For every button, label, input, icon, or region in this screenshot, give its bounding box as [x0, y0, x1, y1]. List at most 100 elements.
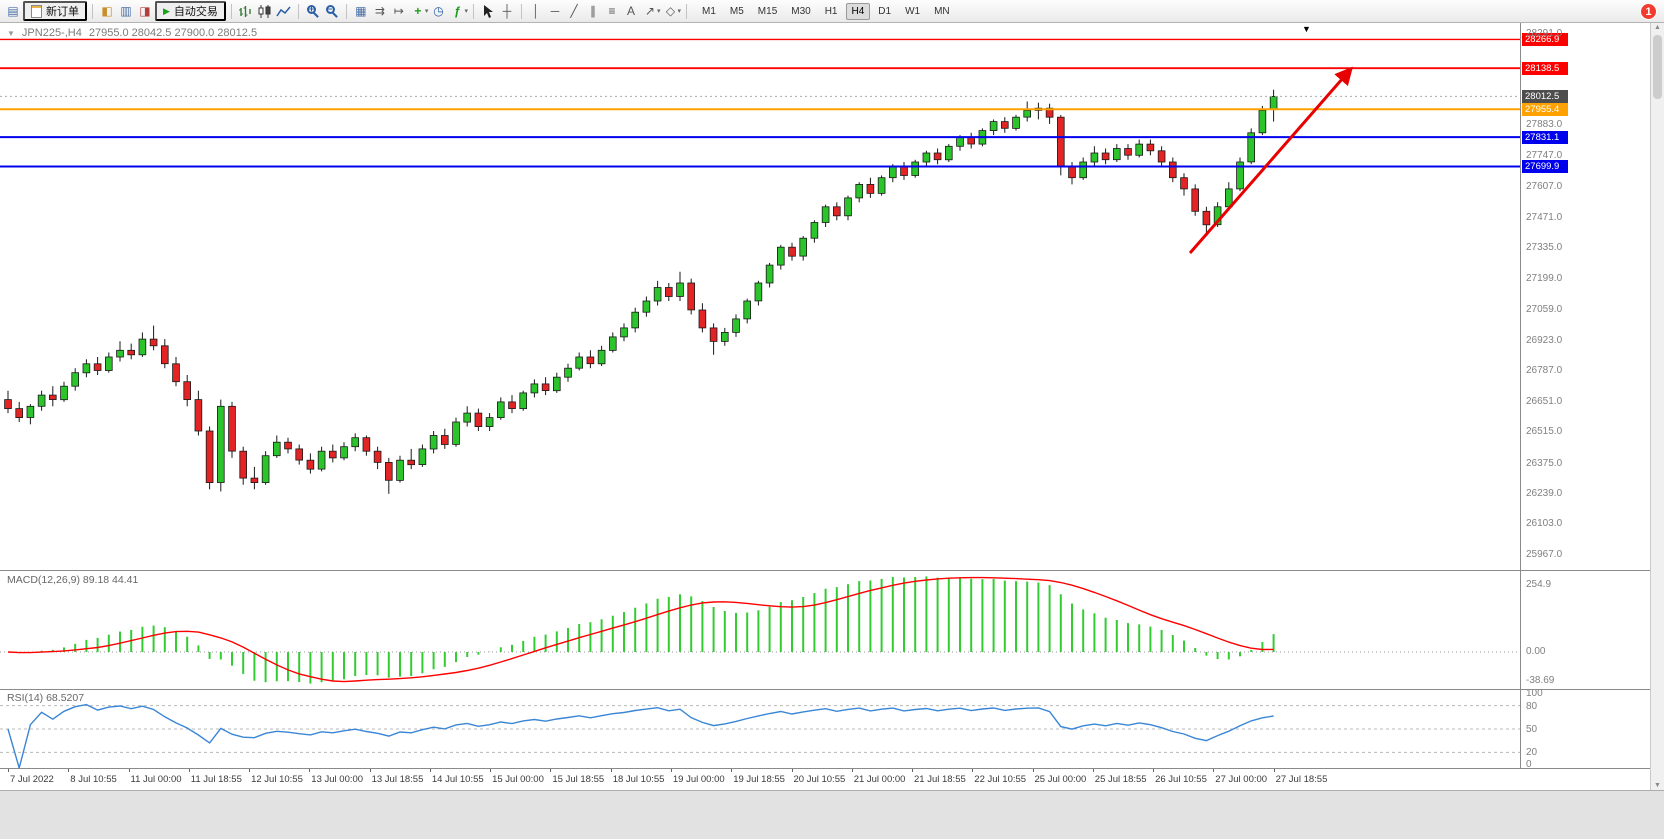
tile-windows-icon[interactable]: ▦ [355, 4, 367, 18]
rsi-scale-label: 0 [1526, 759, 1532, 770]
trendline-icon[interactable]: ╱ [570, 4, 578, 18]
candle [855, 182, 863, 203]
candle [485, 413, 494, 431]
candle [810, 220, 819, 243]
time-axis-label: 19 Jul 00:00 [672, 774, 725, 785]
zoom-out-icon[interactable] [323, 1, 341, 21]
time-axis-label: 20 Jul 10:55 [793, 774, 846, 785]
timeframe-d1-button[interactable]: D1 [878, 5, 892, 17]
toolbar-separator [685, 3, 687, 19]
timeframe-switcher: M1 M5 M15 M30 H1 H4 D1 W1 MN [696, 2, 956, 20]
time-axis-label: 12 Jul 10:55 [251, 774, 303, 785]
chart-shift-marker-icon[interactable]: ▼ [1302, 24, 1311, 34]
candle [732, 314, 740, 337]
time-tick [1213, 769, 1215, 772]
indicators-dropdown-icon[interactable]: ▾ [464, 8, 468, 15]
candle [1124, 144, 1132, 160]
timeframe-m5-button[interactable]: M5 [729, 5, 744, 17]
time-tick [1032, 769, 1034, 772]
time-tick [912, 769, 913, 772]
timeframe-m30-button[interactable]: M30 [791, 5, 811, 17]
cursor-icon[interactable] [479, 1, 497, 21]
candle [1180, 173, 1188, 196]
candle [49, 386, 57, 407]
candle [821, 204, 830, 227]
toolbar-separator [297, 3, 299, 19]
channel-icon[interactable]: ∥ [589, 4, 596, 18]
vertical-scrollbar[interactable]: ▲ ▼ [1650, 23, 1664, 790]
time-axis-label: 15 Jul 00:00 [492, 774, 544, 785]
main-chart-plot[interactable] [0, 23, 1520, 570]
arrows-tool-icon[interactable]: ↗ [644, 4, 655, 18]
price-scale-label: 25967.0 [1526, 548, 1563, 560]
indicators-icon[interactable]: ƒ [454, 4, 461, 18]
bid-price-tag: 28012.5 [1522, 89, 1568, 103]
time-axis[interactable]: 7 Jul 2022 8 Jul 10:55 11 Jul 00:00 11 Jul … [0, 768, 1650, 790]
navigator-icon[interactable]: ◨ [139, 4, 151, 18]
crosshair-icon[interactable]: ┼ [502, 4, 512, 18]
candle [676, 271, 684, 301]
trend-arrow[interactable] [1188, 66, 1353, 254]
toolbar-separator [92, 3, 93, 19]
timeframe-m1-button[interactable]: M1 [701, 5, 716, 17]
timeframe-w1-button[interactable]: W1 [905, 5, 921, 17]
new-order-button[interactable]: 新订单 [23, 1, 87, 21]
candle [340, 442, 348, 461]
main-toolbar: ▤ 新订单 ◧ ▥ ◨ ▶ 自动交易 ▦ ⇉ ↦ + ▾ ◷ ƒ ▾ ┼ │ ─… [0, 0, 1664, 23]
timeframe-m15-button[interactable]: M15 [757, 5, 778, 17]
price-scale[interactable]: 254.9 0.00 -38.69 28266.9 28138.5 27955.4 2… [1520, 23, 1650, 770]
scrollbar-down-icon[interactable]: ▼ [1654, 782, 1661, 789]
macd-panel[interactable] [0, 571, 1520, 689]
one-click-collapse-icon[interactable]: ▼ [7, 28, 15, 38]
time-axis-label: 25 Jul 00:00 [1034, 774, 1087, 785]
rsi-line [7, 703, 1274, 768]
bar-chart-icon[interactable] [237, 1, 255, 21]
scrollbar-up-icon[interactable]: ▲ [1654, 24, 1661, 31]
candle [844, 195, 852, 221]
timeframe-h4-button[interactable]: H4 [845, 2, 871, 20]
fibonacci-icon[interactable]: ≡ [608, 4, 616, 18]
line-chart-icon[interactable] [275, 1, 293, 21]
candle [765, 262, 774, 288]
new-order-icon [31, 4, 42, 18]
text-tool-icon[interactable]: A [626, 4, 635, 18]
autotrading-button[interactable]: ▶ 自动交易 [155, 1, 226, 21]
candlestick-chart-icon[interactable] [256, 1, 274, 21]
shapes-dropdown-icon[interactable]: ▾ [677, 8, 681, 15]
zoom-in-icon[interactable] [304, 1, 322, 21]
timeframe-h1-button[interactable]: H1 [824, 5, 838, 17]
time-tick [610, 769, 612, 772]
auto-scroll-icon[interactable]: ⇉ [374, 4, 385, 18]
horizontal-line-icon[interactable]: ─ [550, 4, 560, 18]
candle [172, 357, 180, 387]
price-scale-label: 27747.0 [1526, 149, 1563, 161]
period-clock-icon[interactable]: ◷ [433, 4, 444, 18]
timeframe-mn-button[interactable]: MN [934, 5, 950, 17]
candle [1191, 184, 1200, 216]
shapes-tool-icon[interactable]: ◇ [665, 4, 676, 18]
new-chart-icon[interactable]: + [414, 4, 422, 18]
candle [160, 339, 169, 369]
rsi-panel-divider[interactable] [0, 689, 1650, 690]
vertical-line-icon[interactable]: │ [532, 4, 540, 18]
candle [396, 455, 404, 483]
notifications-badge[interactable]: 1 [1640, 3, 1657, 20]
time-axis-label: 27 Jul 18:55 [1275, 774, 1328, 785]
candle [295, 444, 303, 465]
candle [967, 132, 975, 149]
time-axis-label: 13 Jul 18:55 [371, 774, 424, 785]
new-chart-dropdown-icon[interactable]: ▾ [424, 8, 429, 15]
market-watch-icon[interactable]: ◧ [101, 4, 113, 18]
candle [631, 307, 639, 333]
macd-panel-divider[interactable] [0, 570, 1650, 571]
chart-window-icon[interactable]: ▤ [7, 4, 19, 18]
arrows-dropdown-icon[interactable]: ▾ [656, 8, 661, 15]
chart-shift-icon[interactable]: ↦ [393, 4, 404, 18]
data-window-icon[interactable]: ▥ [120, 4, 132, 18]
scrollbar-thumb[interactable] [1653, 35, 1662, 99]
chart-title: ▼ JPN225-,H4 27955.0 28042.5 27900.0 280… [7, 27, 257, 39]
candle [665, 283, 673, 301]
candle [754, 280, 763, 306]
rsi-panel[interactable] [0, 690, 1520, 768]
time-tick [309, 769, 311, 772]
